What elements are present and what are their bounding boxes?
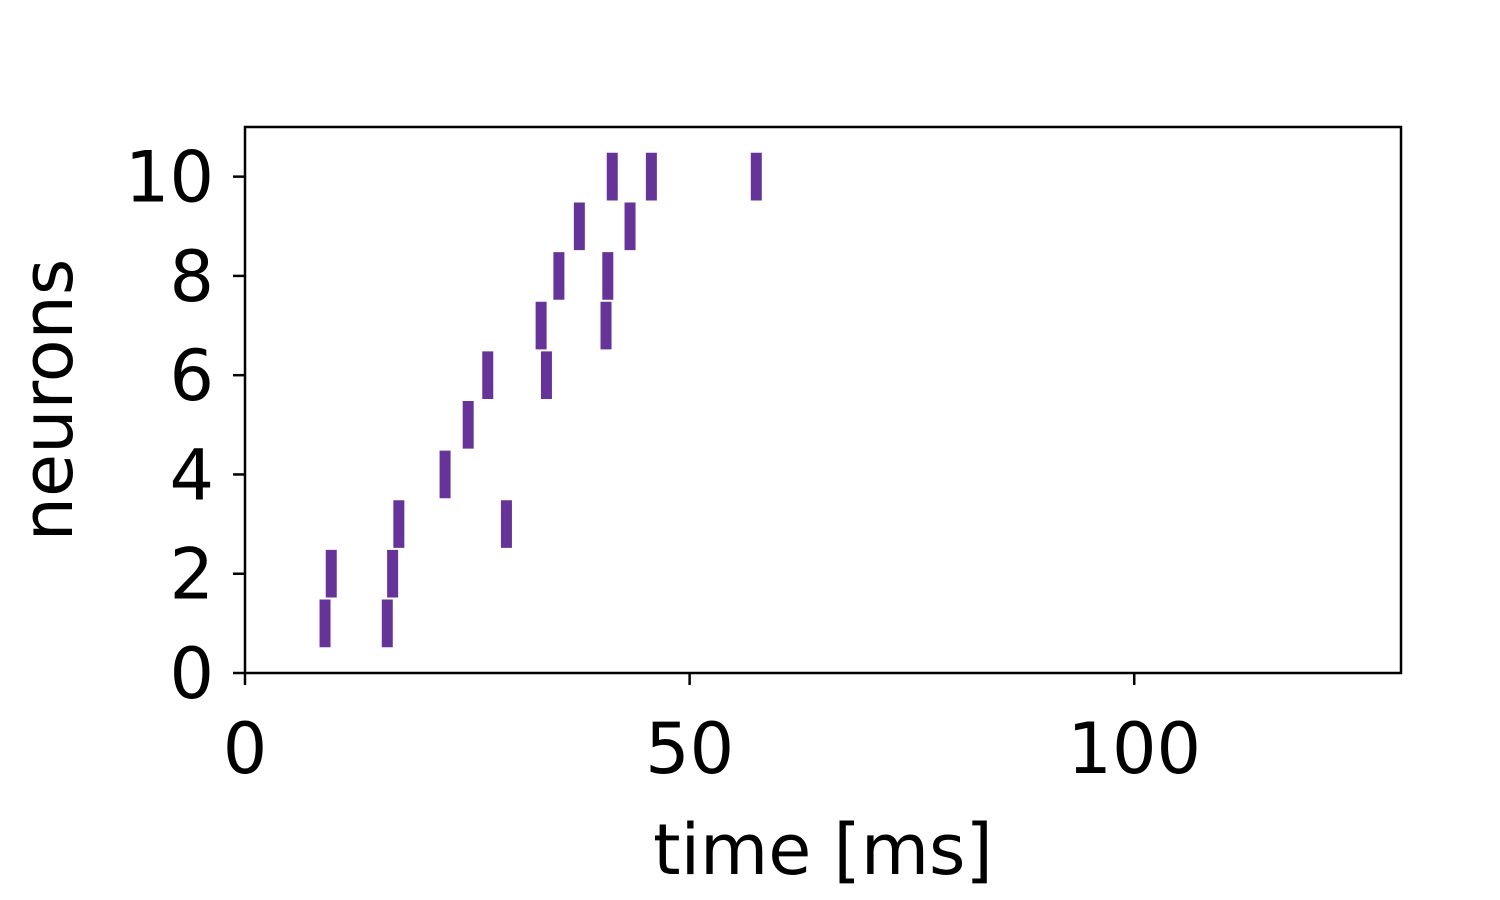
- x-axis-label: time [ms]: [653, 809, 993, 891]
- x-tick-label: 50: [645, 708, 734, 790]
- y-axis-label: neurons: [7, 259, 89, 542]
- y-tick-label: 6: [169, 335, 214, 417]
- y-tick-label: 0: [169, 633, 214, 715]
- y-axis: 0 2 4 6 8 10: [125, 137, 245, 715]
- y-tick-label: 10: [125, 137, 214, 219]
- y-tick-label: 2: [169, 534, 214, 616]
- y-tick-label: 8: [169, 236, 214, 318]
- x-tick-label: 100: [1067, 708, 1201, 790]
- x-axis: 0 50 100: [223, 673, 1201, 790]
- plot-frame: [243, 125, 1403, 675]
- x-tick-label: 0: [223, 708, 268, 790]
- y-tick-label: 4: [169, 434, 214, 516]
- spike-markers: [319, 152, 762, 648]
